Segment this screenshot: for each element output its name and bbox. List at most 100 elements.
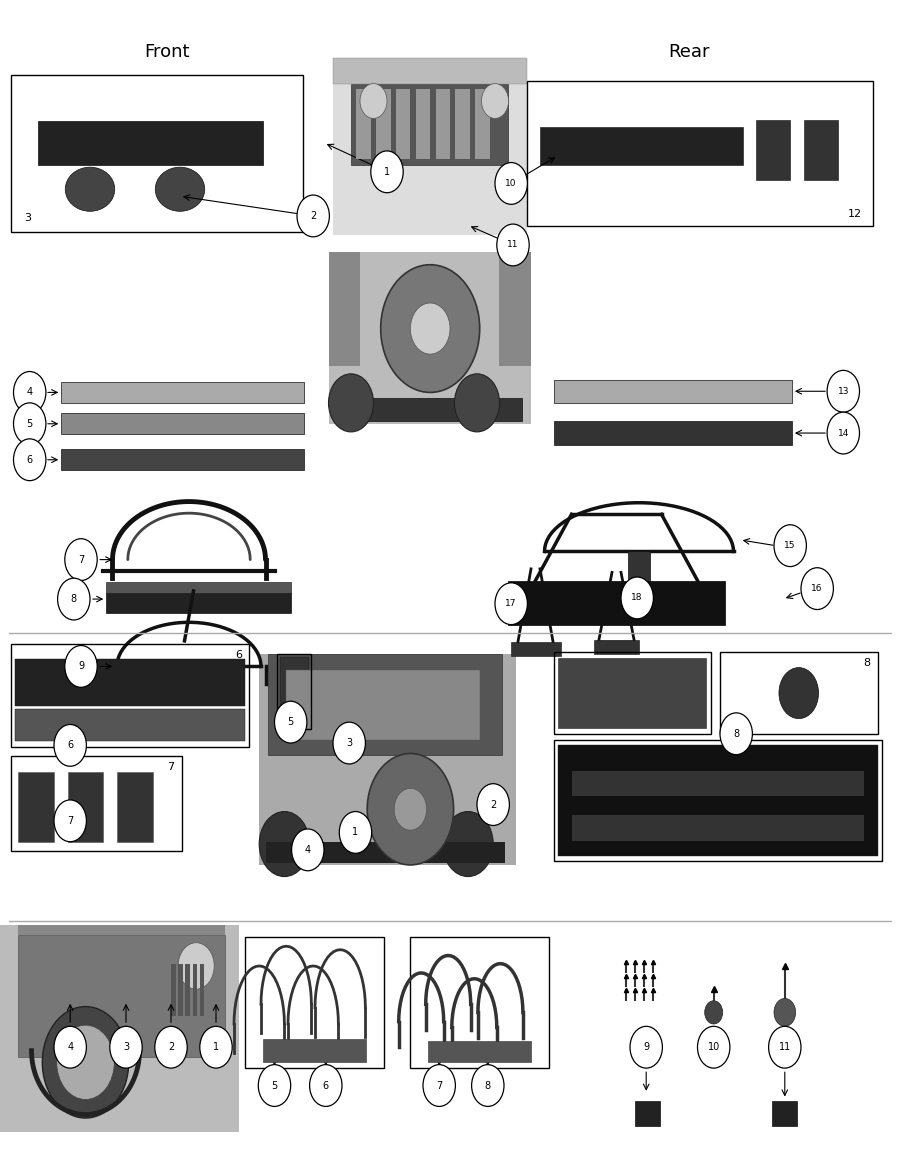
FancyBboxPatch shape <box>38 121 263 165</box>
Circle shape <box>779 668 819 719</box>
Text: 6: 6 <box>68 741 73 750</box>
FancyBboxPatch shape <box>416 89 430 159</box>
Circle shape <box>274 701 307 743</box>
Text: 5: 5 <box>272 1081 277 1090</box>
Ellipse shape <box>65 167 115 211</box>
FancyBboxPatch shape <box>333 58 526 235</box>
FancyBboxPatch shape <box>554 380 792 403</box>
FancyBboxPatch shape <box>61 382 304 403</box>
Circle shape <box>454 374 500 432</box>
FancyBboxPatch shape <box>61 449 304 470</box>
Circle shape <box>482 84 508 118</box>
Circle shape <box>328 374 374 432</box>
Circle shape <box>200 1026 232 1068</box>
Circle shape <box>720 713 752 755</box>
Circle shape <box>339 812 372 853</box>
Circle shape <box>423 1065 455 1106</box>
Text: 1: 1 <box>384 167 390 176</box>
FancyBboxPatch shape <box>18 925 225 935</box>
Text: 16: 16 <box>812 584 823 593</box>
FancyBboxPatch shape <box>185 964 190 1016</box>
FancyBboxPatch shape <box>475 89 490 159</box>
FancyBboxPatch shape <box>376 89 391 159</box>
FancyBboxPatch shape <box>117 772 153 842</box>
Text: 8: 8 <box>734 729 739 738</box>
Circle shape <box>630 1026 662 1068</box>
FancyBboxPatch shape <box>286 670 480 740</box>
FancyBboxPatch shape <box>18 935 225 1057</box>
Text: 10: 10 <box>707 1043 720 1052</box>
Circle shape <box>42 1007 129 1118</box>
FancyBboxPatch shape <box>356 89 371 159</box>
FancyBboxPatch shape <box>558 658 706 728</box>
Text: 11: 11 <box>778 1043 791 1052</box>
FancyBboxPatch shape <box>248 940 382 1065</box>
Text: 6: 6 <box>323 1081 328 1090</box>
Text: 4: 4 <box>305 845 310 854</box>
FancyBboxPatch shape <box>280 657 309 726</box>
Text: Front: Front <box>144 43 189 62</box>
Circle shape <box>394 788 427 830</box>
Text: 3: 3 <box>346 738 352 748</box>
Circle shape <box>443 812 493 877</box>
Text: 3: 3 <box>24 212 32 223</box>
Circle shape <box>292 829 324 871</box>
FancyBboxPatch shape <box>756 120 790 180</box>
Circle shape <box>381 265 480 392</box>
Text: 11: 11 <box>508 240 518 250</box>
Text: 9: 9 <box>644 1043 649 1052</box>
Circle shape <box>621 577 653 619</box>
Text: 14: 14 <box>838 428 849 438</box>
Text: 18: 18 <box>632 593 643 603</box>
Circle shape <box>827 412 860 454</box>
FancyBboxPatch shape <box>328 252 531 424</box>
FancyBboxPatch shape <box>266 842 505 863</box>
Circle shape <box>769 1026 801 1068</box>
FancyBboxPatch shape <box>15 709 245 741</box>
Text: 9: 9 <box>78 662 84 671</box>
Circle shape <box>495 163 527 204</box>
Text: 2: 2 <box>168 1043 174 1052</box>
FancyBboxPatch shape <box>804 120 838 180</box>
Text: 7: 7 <box>78 555 84 564</box>
Circle shape <box>495 583 527 625</box>
Circle shape <box>54 800 86 842</box>
FancyBboxPatch shape <box>594 640 639 654</box>
Text: 6: 6 <box>27 455 32 464</box>
Circle shape <box>360 84 387 118</box>
Text: 12: 12 <box>848 209 862 219</box>
FancyBboxPatch shape <box>511 642 561 656</box>
Text: 1: 1 <box>353 828 358 837</box>
Circle shape <box>705 1001 723 1024</box>
FancyBboxPatch shape <box>193 964 197 1016</box>
Text: 1: 1 <box>213 1043 219 1052</box>
Text: Rear: Rear <box>668 43 709 62</box>
Circle shape <box>258 1065 291 1106</box>
Text: 8: 8 <box>71 594 76 604</box>
Text: 7: 7 <box>167 762 175 772</box>
Circle shape <box>310 1065 342 1106</box>
FancyBboxPatch shape <box>263 1039 366 1062</box>
Text: 7: 7 <box>68 816 73 825</box>
FancyBboxPatch shape <box>628 551 650 598</box>
Circle shape <box>65 539 97 580</box>
FancyBboxPatch shape <box>333 58 526 84</box>
FancyBboxPatch shape <box>500 252 531 366</box>
Circle shape <box>178 943 214 989</box>
Circle shape <box>14 439 46 481</box>
FancyBboxPatch shape <box>106 593 291 613</box>
Text: 8: 8 <box>485 1081 490 1090</box>
Ellipse shape <box>155 167 205 211</box>
Circle shape <box>259 812 310 877</box>
FancyBboxPatch shape <box>436 89 450 159</box>
Circle shape <box>477 784 509 825</box>
FancyBboxPatch shape <box>259 654 516 865</box>
Text: 5: 5 <box>288 717 293 727</box>
Circle shape <box>367 753 454 865</box>
Text: 13: 13 <box>838 387 849 396</box>
FancyBboxPatch shape <box>351 84 508 165</box>
FancyBboxPatch shape <box>572 771 864 796</box>
Circle shape <box>827 370 860 412</box>
FancyBboxPatch shape <box>61 413 304 434</box>
FancyBboxPatch shape <box>106 582 291 593</box>
